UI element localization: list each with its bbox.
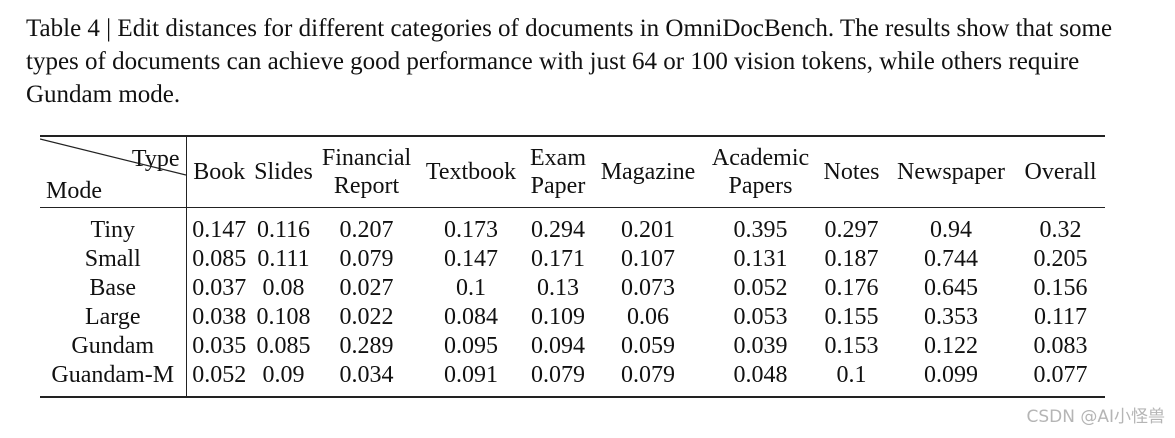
cell: 0.353 [924, 304, 978, 330]
table-row: Tiny 0.147 0.116 0.207 0.173 0.294 0.201 0.395 0… [40, 207, 1105, 245]
cell: 0.038 [192, 304, 247, 330]
cell: 0.073 [621, 275, 675, 301]
cell: 0.117 [1033, 304, 1088, 330]
cell: 0.079 [531, 362, 585, 388]
cell: 0.147 [192, 217, 247, 243]
cell: 0.052 [733, 275, 788, 301]
cell: 0.091 [444, 362, 498, 388]
cell: 0.173 [444, 217, 498, 243]
row-label: Guandam-M [40, 361, 187, 397]
cell: 0.048 [733, 362, 788, 388]
cell: 0.094 [531, 333, 585, 359]
cell: 0.108 [256, 304, 311, 330]
cell: 0.079 [339, 246, 394, 272]
header-row: Type Mode Book Slides Financial Report Text… [40, 136, 1105, 208]
column-header: Financial Report [321, 145, 412, 199]
column-header: Newspaper [897, 159, 1005, 185]
cell: 0.052 [192, 362, 247, 388]
column-header: Magazine [600, 159, 696, 185]
cell: 0.039 [733, 333, 788, 359]
cell: 0.294 [531, 217, 585, 243]
cell: 0.187 [824, 246, 879, 272]
column-header: Exam Paper [530, 145, 586, 199]
row-label: Tiny [40, 207, 187, 245]
corner-cell: Type Mode [40, 136, 187, 208]
cell: 0.153 [824, 333, 879, 359]
cell: 0.1 [836, 362, 867, 388]
corner: Type Mode [40, 138, 186, 204]
cell: 0.09 [262, 362, 305, 388]
cell: 0.395 [733, 217, 788, 243]
cell: 0.207 [339, 217, 394, 243]
row-label: Base [40, 274, 187, 303]
table-row: Large 0.038 0.108 0.022 0.084 0.109 0.06 0.053 0… [40, 303, 1105, 332]
column-header: Notes [823, 159, 880, 185]
column-header: Overall [1024, 159, 1097, 185]
table-head: Type Mode Book Slides Financial Report Text… [40, 136, 1105, 208]
caption: Table 4 | Edit distances for different c… [26, 15, 1113, 108]
cell: 0.084 [444, 304, 498, 330]
cell: 0.289 [339, 333, 394, 359]
cell: 0.053 [733, 304, 788, 330]
cell: 0.156 [1033, 275, 1088, 301]
cell: 0.201 [621, 217, 675, 243]
cell: 0.297 [824, 217, 879, 243]
cell: 0.085 [256, 333, 311, 359]
column-header: Textbook [425, 159, 517, 185]
cell: 0.095 [444, 333, 498, 359]
cell: 0.085 [192, 246, 247, 272]
table: Type Mode Book Slides Financial Report Text… [40, 135, 1105, 398]
watermark: CSDN @AI小怪兽 [1026, 407, 1165, 427]
table-row: Small 0.085 0.111 0.079 0.147 0.171 0.107 0.131… [40, 245, 1105, 274]
table-row: Guandam-M 0.052 0.09 0.034 0.091 0.079 0.079 0.… [40, 361, 1105, 397]
cell: 0.147 [444, 246, 498, 272]
corner-diagonal [40, 138, 186, 176]
cell: 0.645 [924, 275, 978, 301]
cell: 0.107 [621, 246, 675, 272]
column-header: Slides [254, 159, 313, 185]
row-label: Small [40, 245, 187, 274]
cell: 0.171 [531, 246, 585, 272]
cell: 0.099 [924, 362, 978, 388]
cell: 0.1 [456, 275, 486, 301]
cell: 0.037 [192, 275, 247, 301]
table-body: Tiny 0.147 0.116 0.207 0.173 0.294 0.201 0.395 0… [40, 207, 1105, 397]
cell: 0.32 [1039, 217, 1082, 243]
cell: 0.079 [621, 362, 675, 388]
corner-row-label: Mode [46, 178, 102, 204]
cell: 0.13 [537, 275, 579, 301]
cell: 0.035 [192, 333, 247, 359]
cell: 0.077 [1033, 362, 1088, 388]
cell: 0.205 [1033, 246, 1088, 272]
row-label: Gundam [40, 332, 187, 361]
cell: 0.122 [924, 333, 978, 359]
cell: 0.94 [930, 217, 972, 243]
cell: 0.022 [339, 304, 394, 330]
column-header: Book [193, 159, 246, 185]
table-row: Gundam 0.035 0.085 0.289 0.095 0.094 0.059 0.03… [40, 332, 1105, 361]
table-row: Base 0.037 0.08 0.027 0.1 0.13 0.073 0.052 0.176… [40, 274, 1105, 303]
corner-column-label: Type [131, 146, 180, 172]
cell: 0.155 [824, 304, 879, 330]
cell: 0.744 [924, 246, 978, 272]
cell: 0.176 [824, 275, 879, 301]
row-label: Large [40, 303, 187, 332]
cell: 0.116 [256, 217, 311, 243]
cell: 0.034 [339, 362, 394, 388]
cell: 0.083 [1033, 333, 1088, 359]
cell: 0.109 [531, 304, 585, 330]
column-header: Academic Papers [711, 145, 810, 199]
cell: 0.111 [257, 246, 310, 272]
cell: 0.08 [262, 275, 305, 301]
cell: 0.131 [733, 246, 788, 272]
cell: 0.059 [621, 333, 675, 359]
cell: 0.06 [627, 304, 669, 330]
cell: 0.027 [339, 275, 394, 301]
